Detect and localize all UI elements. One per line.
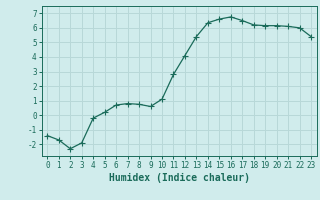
X-axis label: Humidex (Indice chaleur): Humidex (Indice chaleur): [109, 173, 250, 183]
